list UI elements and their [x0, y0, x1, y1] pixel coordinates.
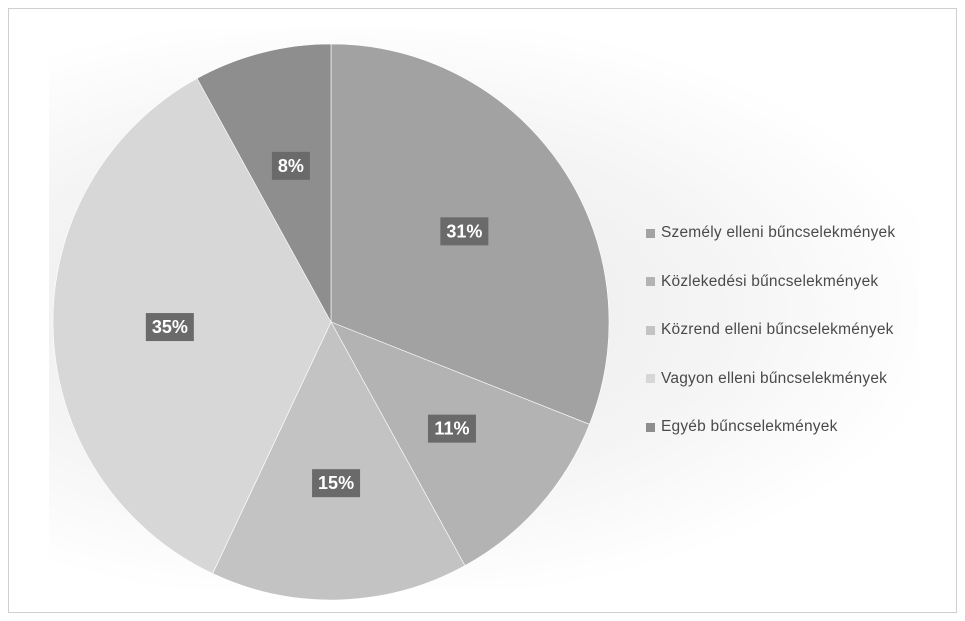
legend-label-1: Közlekedési bűncselekmények: [661, 272, 879, 290]
data-label-0: 31%: [446, 221, 482, 241]
data-label-bg-1: [427, 414, 476, 443]
data-label-bg-3: [145, 313, 194, 342]
data-label-bg-4: [271, 151, 310, 180]
legend-label-2: Közrend elleni bűncselekmények: [661, 321, 894, 339]
pie-slice-2: [212, 321, 466, 601]
legend-item-4: Egyéb bűncselekmények: [646, 403, 946, 452]
legend-item-0: Személy elleni bűncselekmények: [646, 209, 946, 258]
data-labels: 31% 11% 15% 35% 8%: [145, 151, 489, 498]
data-label-4: 8%: [278, 156, 304, 176]
pie-chart: 31% 11% 15% 35% 8%: [52, 43, 610, 601]
data-label-bg-2: [312, 469, 361, 498]
data-label-bg-0: [440, 217, 489, 246]
legend-swatch-3: [646, 374, 655, 384]
chart-area: 31% 11% 15% 35% 8% Személy elleni bűncselekm…: [8, 8, 957, 613]
legend-swatch-0: [646, 228, 655, 238]
legend-label-4: Egyéb bűncselekmények: [661, 418, 838, 436]
legend-label-3: Vagyon elleni bűncselekmények: [661, 369, 888, 387]
legend-swatch-1: [646, 277, 655, 287]
pie-slices: [52, 43, 610, 601]
data-label-2: 15%: [318, 473, 354, 493]
legend-swatch-4: [646, 422, 655, 432]
pie-slice-1: [330, 321, 590, 567]
legend-item-2: Közrend elleni bűncselekmények: [646, 306, 946, 355]
data-label-1: 11%: [434, 419, 469, 439]
legend-item-3: Vagyon elleni bűncselekmények: [646, 355, 946, 404]
legend-swatch-2: [646, 325, 655, 335]
legend-label-0: Személy elleni bűncselekmények: [661, 224, 896, 242]
legend-item-1: Közlekedési bűncselekmények: [646, 258, 946, 307]
pie-slice-4: [196, 43, 332, 323]
legend: Személy elleni bűncselekmények Közlekedé…: [646, 209, 946, 452]
data-label-3: 35%: [152, 317, 188, 337]
